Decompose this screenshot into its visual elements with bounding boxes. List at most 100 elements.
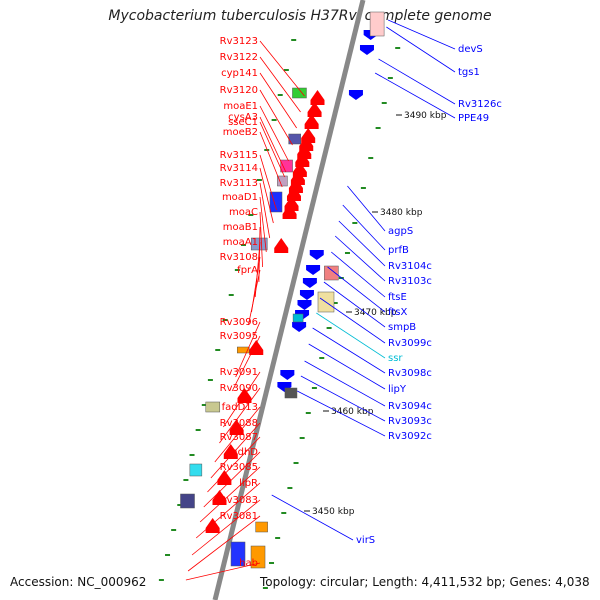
- forward-gene-arrow: [307, 102, 322, 117]
- forward-gene-arrow: [205, 518, 220, 533]
- label-connector: [300, 375, 386, 422]
- label-connector: [259, 196, 267, 253]
- gene-label-Rv3114: Rv3114: [220, 163, 258, 174]
- gene-label-lipY: lipY: [388, 384, 407, 395]
- label-connector: [187, 515, 261, 572]
- label-connector: [347, 185, 386, 232]
- feature-box: [205, 401, 221, 413]
- gene-label-Rv3103c: Rv3103c: [388, 276, 432, 287]
- scale-label: 3450 kbp: [312, 507, 355, 517]
- label-connector: [327, 266, 386, 313]
- label-connector: [386, 26, 456, 73]
- gene-label-cyp141: cyp141: [221, 68, 258, 79]
- label-connector: [210, 422, 261, 479]
- label-connector: [203, 451, 261, 508]
- forward-gene-arrow: [310, 90, 325, 105]
- gene-label-moaA1: moaA1: [223, 237, 258, 248]
- reverse-gene-arrow: [302, 278, 317, 288]
- gene-label-Rv3096: Rv3096: [220, 317, 258, 328]
- gene-label-Rv3098c: Rv3098c: [388, 368, 432, 379]
- forward-gene-arrow: [249, 340, 264, 355]
- label-connector: [312, 327, 386, 374]
- gene-label-sseC1: sseC1: [228, 117, 258, 128]
- gene-label-Rv3088: Rv3088: [220, 418, 258, 429]
- gene-label-Rv3091: Rv3091: [220, 367, 258, 378]
- forward-gene-arrow: [304, 114, 319, 129]
- feature-box: [280, 159, 293, 173]
- gene-label-Rv3095: Rv3095: [220, 331, 258, 342]
- gene-label-agpS: agpS: [388, 226, 413, 237]
- gene-label-moaD1: moaD1: [222, 192, 258, 203]
- gene-label-Rv3087: Rv3087: [220, 432, 258, 443]
- gene-label-lipR: lipR: [239, 478, 258, 489]
- accession-text: Accession: NC_000962: [10, 575, 147, 589]
- gene-label-ftsE: ftsE: [388, 292, 407, 303]
- gene-label-hab: hab: [239, 558, 258, 569]
- forward-gene-arrow: [223, 444, 238, 459]
- feature-box: [189, 463, 203, 477]
- label-connector: [323, 281, 386, 328]
- label-connector: [247, 269, 261, 326]
- label-connector: [316, 312, 386, 359]
- scale-label: 3490 kbp: [404, 111, 447, 121]
- feature-box: [277, 175, 288, 187]
- label-connector: [304, 360, 386, 407]
- feature-box: [292, 313, 304, 323]
- label-connector: [259, 167, 274, 224]
- feature-box: [237, 346, 250, 354]
- label-connector: [231, 335, 261, 392]
- label-connector: [259, 116, 287, 173]
- forward-gene-arrow: [295, 152, 310, 167]
- label-connector: [319, 297, 386, 344]
- gene-label-Rv3123: Rv3123: [220, 36, 258, 47]
- label-connector: [297, 390, 386, 437]
- label-connector: [259, 105, 289, 162]
- label-connector: [259, 131, 283, 188]
- label-connector: [387, 19, 456, 50]
- gene-label-tgs1: tgs1: [458, 67, 480, 78]
- gene-label-Rv3081: Rv3081: [220, 511, 258, 522]
- gene-label-Rv3085: Rv3085: [220, 462, 258, 473]
- label-connector: [235, 321, 261, 378]
- reverse-gene-arrow: [299, 290, 314, 300]
- gene-label-ssr: ssr: [388, 353, 403, 364]
- reverse-gene-arrow: [306, 265, 321, 275]
- reverse-gene-arrow: [359, 45, 374, 55]
- feature-box: [288, 133, 301, 145]
- label-connector: [378, 58, 456, 105]
- label-connector: [271, 494, 354, 541]
- label-connector: [259, 40, 305, 97]
- feature-box: [292, 87, 307, 99]
- gene-label-fprA: fprA: [237, 265, 258, 276]
- label-connector: [259, 154, 277, 211]
- label-connector: [259, 211, 263, 268]
- label-connector: [199, 466, 261, 523]
- feature-box: [230, 541, 246, 567]
- label-connector: [191, 499, 261, 556]
- gene-label-Rv3094c: Rv3094c: [388, 401, 432, 412]
- forward-gene-arrow: [286, 186, 301, 201]
- gene-label-Rv3093c: Rv3093c: [388, 416, 432, 427]
- gene-label-Rv3090: Rv3090: [220, 383, 258, 394]
- label-connector: [207, 436, 261, 493]
- gene-label-moaC: moaC: [229, 207, 258, 218]
- map-title: Mycobacterium tuberculosis H37Rv, comple…: [108, 8, 492, 24]
- label-connector: [195, 482, 261, 539]
- forward-gene-arrow: [282, 204, 297, 219]
- gene-label-Rv3115: Rv3115: [220, 150, 258, 161]
- feature-box: [255, 521, 268, 533]
- label-connector: [259, 72, 297, 129]
- gene-label-prfB: prfB: [388, 245, 409, 256]
- label-connector: [219, 387, 261, 444]
- feature-box: [324, 265, 339, 281]
- label-connector: [259, 121, 286, 178]
- gene-label-moeB2: moeB2: [223, 127, 258, 138]
- gene-label-PPE49: PPE49: [458, 113, 489, 124]
- gene-label-Rv3104c: Rv3104c: [388, 261, 432, 272]
- label-connector: [338, 220, 386, 267]
- gene-label-Rv3083: Rv3083: [220, 495, 258, 506]
- label-connector: [334, 235, 386, 282]
- reverse-gene-arrow: [292, 322, 307, 332]
- gene-label-Rv3092c: Rv3092c: [388, 431, 432, 442]
